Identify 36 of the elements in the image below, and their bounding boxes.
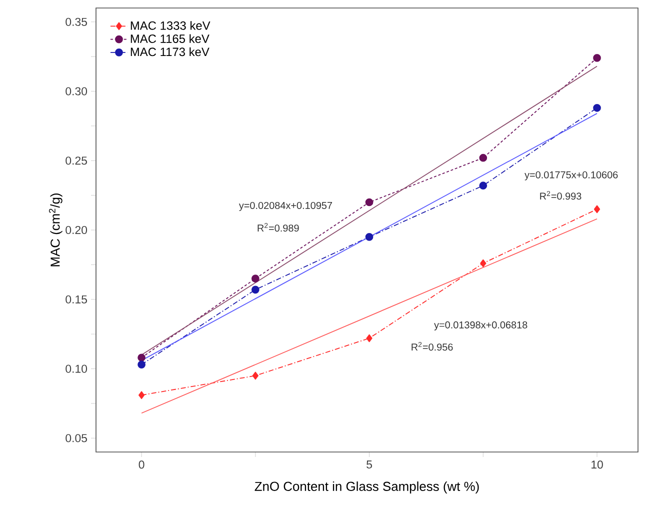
legend-label: MAC 1165 keV <box>130 34 210 43</box>
y-tick-label: 0.25 <box>66 156 87 165</box>
legend-label: MAC 1173 keV <box>130 47 210 56</box>
x-axis-title: ZnO Content in Glass Sampless (wt %) <box>254 481 479 494</box>
y-tick-label: 0.05 <box>66 434 87 442</box>
point <box>252 372 258 380</box>
annotation: R$^{2}$=0.956 <box>412 342 453 351</box>
point <box>593 104 601 112</box>
y-tick-label: 0.20 <box>66 226 88 234</box>
point <box>479 154 488 162</box>
y-axis-title: MAC (cm$^{2}$/g) <box>48 193 62 266</box>
point <box>365 233 374 241</box>
point <box>479 182 488 190</box>
annotation: R$^{2}$=0.993 <box>540 191 582 200</box>
y-tick-label: 0.15 <box>66 295 87 304</box>
point <box>594 205 600 214</box>
point <box>138 391 145 400</box>
annotation: y=0.01398x+0.06818 <box>434 321 528 330</box>
y-tick-label: 0.10 <box>66 364 88 373</box>
legend-label: MAC 1333 keV <box>130 21 210 30</box>
y-tick-label: 0.35 <box>66 18 87 26</box>
x-tick-label: 5 <box>366 460 372 469</box>
x-tick-label: 0 <box>138 460 144 469</box>
point <box>251 286 260 294</box>
point <box>138 360 146 369</box>
point <box>138 354 146 362</box>
x-tick-label: 10 <box>592 460 603 469</box>
point <box>366 334 372 342</box>
annotation: y=0.02084x+0.10957 <box>238 202 332 211</box>
point <box>593 54 601 62</box>
y-tick-label: 0.30 <box>66 87 88 96</box>
point <box>365 198 374 206</box>
point <box>480 259 486 268</box>
annotation: R$^{2}$=0.989 <box>258 223 299 232</box>
point <box>251 274 260 282</box>
annotation: y=0.01775x+0.10606 <box>524 171 618 180</box>
